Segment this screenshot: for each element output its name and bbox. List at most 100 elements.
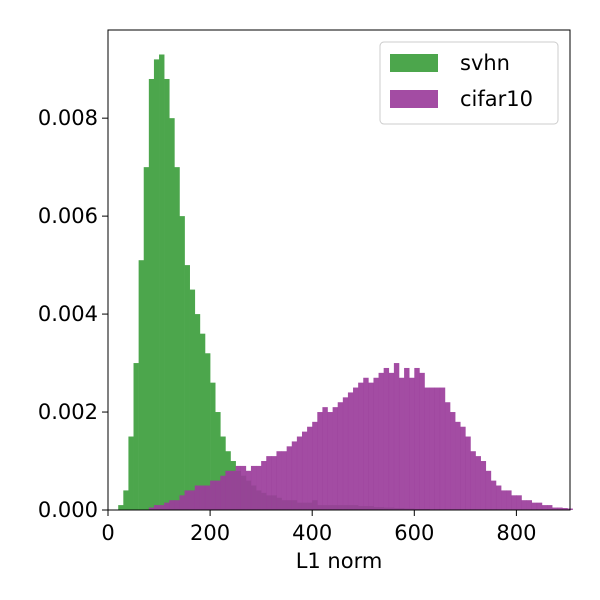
cifar10-bar: [373, 377, 379, 510]
y-tick-label: 0.008: [38, 106, 98, 130]
cifar10-bar: [547, 505, 553, 510]
cifar10-bar: [485, 470, 492, 510]
cifar10-bar: [307, 426, 313, 510]
cifar10-bar: [353, 387, 359, 510]
legend-swatch-cifar10: [390, 90, 438, 108]
cifar10-bar: [450, 412, 456, 510]
svhn-bar: [204, 353, 211, 510]
cifar10-bar: [194, 485, 201, 510]
cifar10-bar: [245, 470, 252, 510]
svhn-bar: [118, 505, 124, 510]
cifar10-bar: [189, 490, 196, 510]
cifar10-bar: [526, 500, 533, 510]
svhn-bar: [194, 314, 201, 510]
cifar10-bar: [291, 441, 298, 510]
svhn-bar: [143, 167, 150, 510]
cifar10-bar: [490, 480, 497, 510]
cifar10-bar: [327, 412, 333, 510]
cifar10-bar: [521, 500, 527, 510]
cifar10-bar: [501, 490, 507, 510]
cifar10-bar: [368, 382, 374, 510]
svhn-bar: [128, 436, 134, 510]
cifar10-bar: [240, 465, 247, 510]
cifar10-bar: [153, 505, 160, 510]
bars-layer: [118, 54, 573, 511]
cifar10-bar: [337, 402, 344, 510]
cifar10-bar: [342, 397, 349, 510]
x-axis-title: L1 norm: [296, 549, 383, 573]
cifar10-bar: [281, 451, 287, 510]
plot-frame: [107, 29, 571, 511]
cifar10-bar: [363, 377, 369, 510]
cifar10-bar: [230, 470, 236, 510]
cifar10-bar: [506, 490, 512, 510]
svhn-bar: [169, 118, 175, 510]
cifar10-bar: [388, 372, 395, 510]
cifar10-bar: [536, 502, 543, 510]
cifar10-bar: [250, 465, 257, 510]
svhn-bar: [184, 265, 190, 510]
cifar10-bar: [204, 485, 211, 510]
cifar10-bar: [552, 507, 558, 510]
cifar10-bar: [378, 372, 384, 510]
cifar10-bar: [404, 367, 410, 510]
x-axis-ticks: 0 200 400 600 800: [101, 510, 536, 545]
cifar10-bar: [301, 431, 308, 510]
cifar10-bar: [429, 387, 436, 510]
cifar10-bar: [511, 495, 517, 510]
cifar10-bar: [562, 508, 568, 510]
cifar10-bar: [215, 480, 221, 510]
cifar10-bar: [271, 456, 277, 510]
cifar10-bar: [531, 502, 538, 510]
svhn-bar: [153, 59, 160, 510]
cifar10-bar: [256, 465, 262, 510]
svhn-bar: [189, 289, 196, 510]
cifar10-bar: [516, 495, 522, 510]
legend-swatch-svhn: [390, 54, 438, 72]
x-tick-label: 600: [394, 521, 434, 545]
svhn-bar: [123, 490, 129, 510]
cifar10-bar: [439, 387, 446, 510]
svhn-bar: [220, 436, 226, 510]
cifar10-bar: [465, 436, 471, 510]
cifar10-bar: [434, 387, 441, 510]
cifar10-bar: [383, 367, 390, 510]
y-tick-label: 0.004: [38, 302, 98, 326]
cifar10-bar: [220, 475, 226, 510]
cifar10-bar: [393, 363, 400, 510]
cifar10-bar: [460, 426, 466, 510]
cifar10-bar: [455, 421, 461, 510]
cifar10-bar: [164, 502, 170, 510]
legend-label-cifar10: cifar10: [460, 87, 533, 111]
svhn-bar: [133, 363, 139, 510]
x-tick-label: 200: [190, 521, 230, 545]
cifar10-bar: [159, 505, 165, 510]
cifar10-bar: [210, 480, 216, 510]
svhn-bar: [210, 382, 216, 510]
legend-label-svhn: svhn: [460, 51, 510, 75]
cifar10-bar: [444, 402, 451, 510]
cifar10-bar: [398, 377, 405, 510]
cifar10-bar: [261, 461, 267, 510]
y-tick-label: 0.002: [38, 400, 98, 424]
cifar10-bar: [266, 456, 272, 510]
cifar10-bar: [470, 451, 476, 510]
cifar10-bar: [358, 382, 364, 510]
cifar10-bar: [174, 500, 180, 510]
cifar10-bar: [276, 451, 282, 510]
cifar10-bar: [424, 387, 430, 510]
svhn-bar: [148, 78, 155, 510]
cifar10-bar: [179, 495, 185, 510]
svhn-bar: [174, 167, 180, 510]
cifar10-bar: [312, 421, 318, 510]
cifar10-bar: [414, 367, 420, 510]
cifar10-bar: [409, 377, 415, 510]
cifar10-bar: [322, 407, 328, 510]
y-tick-label: 0.006: [38, 204, 98, 228]
cifar10-bar: [199, 485, 206, 510]
x-tick-label: 0: [101, 521, 114, 545]
svhn-bar: [215, 412, 221, 510]
legend: svhn cifar10: [379, 41, 559, 125]
cifar10-bar: [419, 372, 425, 510]
